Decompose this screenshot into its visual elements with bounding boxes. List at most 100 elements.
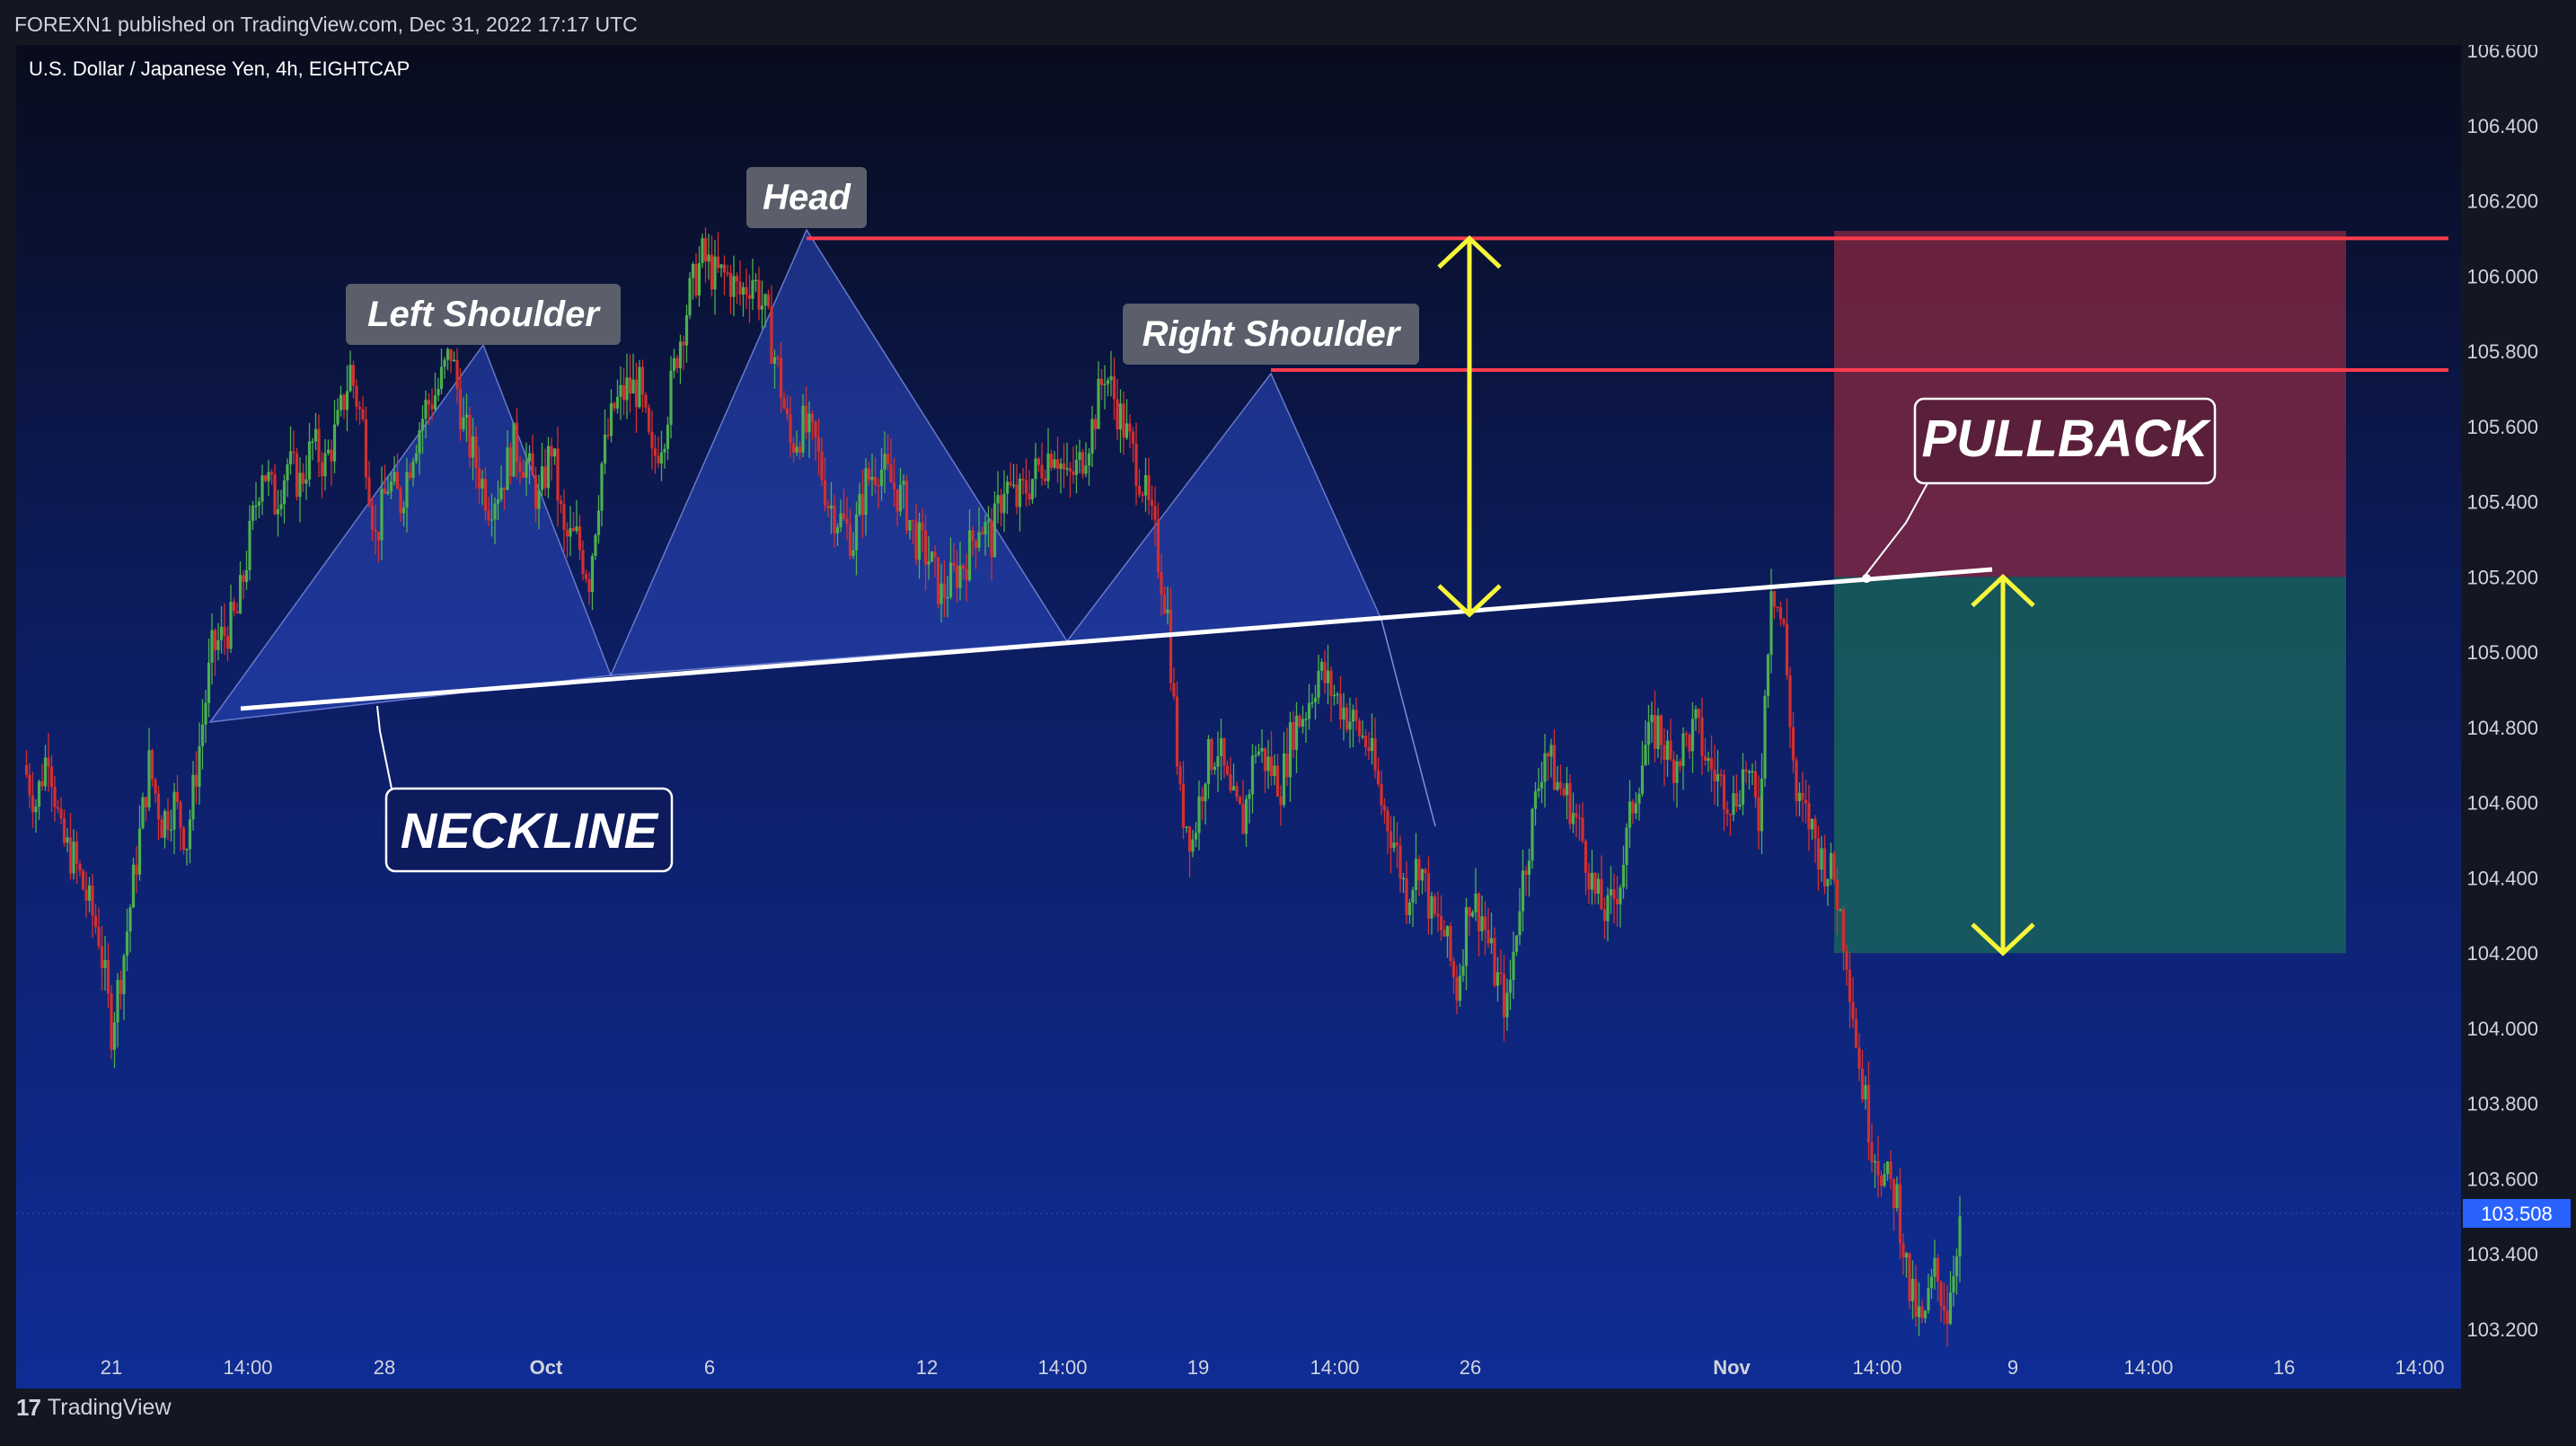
candle-body [1832,852,1836,880]
candle-body [1568,783,1572,824]
candle-body [1621,865,1626,887]
x-tick-label: 12 [916,1356,938,1379]
candle-body [380,489,384,541]
candle-body [1795,760,1798,801]
candle-body [1206,738,1211,784]
chart-frame[interactable]: 103.508 Left Shoulder Head Right Shoulder N… [16,45,2576,1389]
candle-body [374,529,377,532]
candle-body [798,446,802,453]
right-shoulder-label-box [1123,304,1419,365]
candle-body [175,791,180,803]
candle-body [1477,893,1481,931]
candle-body [1788,675,1792,727]
candle-body [357,407,362,410]
candle-body [537,489,541,509]
candle-body [650,431,654,449]
candle-body [615,396,620,409]
candle-body [1200,796,1204,802]
candle-body [439,366,444,390]
candle-body [49,766,54,788]
candle-body [719,264,723,269]
candle-body [141,797,145,829]
pullback-pointer [1862,482,1928,579]
last-price-badge [2463,1199,2571,1229]
candle-body [1628,801,1632,828]
right-shoulder-label: Right Shoulder [1123,304,1419,365]
candle-body [1870,1142,1874,1162]
candle-body [952,562,956,567]
candle-body [191,774,195,820]
candle-body [93,915,98,928]
candle-body [1030,479,1035,500]
candle-body [760,305,764,310]
candle-body [1904,1253,1909,1258]
candle-body [575,526,578,532]
candle-body [1257,751,1261,755]
x-tick-label: Oct [530,1356,563,1379]
x-tick-label: 28 [374,1356,395,1379]
candle-body [1527,860,1531,876]
candle-body [1556,781,1559,790]
candle-body [1244,798,1248,834]
candle-body [816,437,821,452]
y-tick-label: 104.600 [2466,792,2538,815]
candle-body [1093,419,1098,429]
candle-body [508,447,513,477]
candle-body [914,521,918,560]
candle-body [1489,938,1494,944]
candle-body [395,472,400,489]
candle-body [1927,1288,1930,1311]
candle-body [1619,886,1622,904]
candle-body [860,494,865,516]
candle-body [789,414,792,444]
candle-body [1194,833,1198,840]
candle-body [1575,813,1578,817]
candle-body [1898,1184,1902,1244]
candle-body [1709,758,1714,770]
candle-body [1386,810,1389,832]
candle-body [833,506,836,533]
candle-body [1122,403,1125,438]
candle-body [1816,838,1821,870]
candle-body [980,532,984,535]
candle-body [367,477,371,506]
x-tick-label: 21 [101,1356,122,1379]
candle-body [1323,661,1327,683]
candle-body [877,485,880,487]
candle-body [867,468,871,481]
y-tick-label: 105.200 [2466,566,2538,588]
candle-body [166,811,170,830]
candle-body [163,811,167,838]
candle-body [1722,774,1726,810]
candle-body [965,569,968,580]
footer-brand[interactable]: 17 TradingView [16,1394,172,1422]
candle-body [1288,722,1292,778]
candle-body [1317,670,1320,698]
candle-body [1292,722,1295,750]
candle-body [1612,889,1616,899]
candle-body [820,451,824,481]
candle-body [999,495,1003,514]
candle-body [68,837,73,874]
candle-body [684,315,689,346]
candle-body [1260,747,1264,752]
candle-body [923,530,928,565]
candle-body [904,481,909,531]
candle-body [889,463,893,483]
candle-body [1307,702,1311,719]
candle-body [1713,769,1716,781]
candle-body [1656,715,1660,749]
candle-body [87,885,92,901]
candle-body [930,551,934,562]
x-tick-label: 6 [704,1356,715,1379]
candle-body [323,453,327,477]
candle-body [1508,979,1513,993]
chart-canvas[interactable]: 103.508 Left Shoulder Head Right Shoulder N… [16,45,2576,1389]
candle-body [1864,1085,1867,1100]
candle-body [200,724,205,746]
candle-body [732,276,736,297]
candle-body [298,472,302,498]
candle-body [1053,459,1056,468]
candle-body [550,445,553,457]
candle-body [1879,1175,1883,1186]
